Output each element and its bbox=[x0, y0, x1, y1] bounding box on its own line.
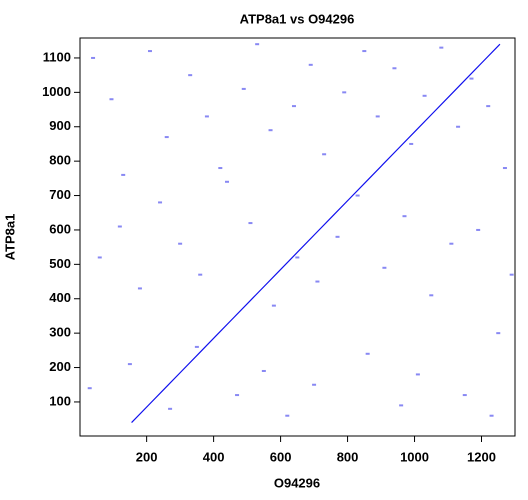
chart-title: ATP8a1 vs O94296 bbox=[240, 11, 355, 26]
dot bbox=[489, 414, 494, 417]
dot bbox=[168, 407, 173, 410]
dot bbox=[402, 215, 407, 218]
dot bbox=[462, 394, 467, 397]
dot bbox=[117, 225, 122, 228]
dot bbox=[312, 383, 317, 386]
dot bbox=[382, 266, 387, 269]
dot bbox=[439, 46, 444, 49]
dot bbox=[295, 256, 300, 259]
y-tick-label: 700 bbox=[49, 187, 71, 202]
dot bbox=[422, 94, 427, 97]
dot bbox=[198, 273, 203, 276]
y-tick-label: 1000 bbox=[42, 84, 71, 99]
dot bbox=[409, 142, 414, 145]
dot bbox=[469, 77, 474, 80]
dot bbox=[225, 180, 230, 183]
dot bbox=[204, 115, 209, 118]
dot bbox=[158, 201, 163, 204]
y-tick-label: 600 bbox=[49, 221, 71, 236]
dot bbox=[109, 98, 114, 101]
dot bbox=[137, 287, 142, 290]
y-tick-label: 100 bbox=[49, 393, 71, 408]
dot bbox=[322, 153, 327, 156]
dot bbox=[194, 345, 199, 348]
x-tick-label: 200 bbox=[136, 449, 158, 464]
dot bbox=[248, 222, 253, 225]
dot bbox=[97, 256, 102, 259]
dot bbox=[429, 294, 434, 297]
diagonal-line bbox=[131, 43, 501, 424]
dot bbox=[355, 194, 360, 197]
dot bbox=[147, 50, 152, 53]
y-tick-label: 1100 bbox=[43, 49, 71, 64]
dot bbox=[91, 56, 96, 59]
dot bbox=[496, 332, 501, 335]
y-tick-label: 400 bbox=[49, 290, 71, 305]
dot bbox=[241, 87, 246, 90]
y-tick-label: 300 bbox=[49, 325, 71, 340]
dot bbox=[268, 129, 273, 132]
dot bbox=[375, 115, 380, 118]
dot bbox=[315, 280, 320, 283]
y-axis-label: ATP8a1 bbox=[2, 214, 17, 261]
dot bbox=[365, 352, 370, 355]
dot bbox=[308, 63, 313, 66]
dot bbox=[87, 387, 92, 390]
dot bbox=[178, 242, 183, 245]
dot bbox=[335, 235, 340, 238]
dot bbox=[502, 167, 507, 170]
dot bbox=[486, 105, 491, 108]
x-tick-label: 1000 bbox=[400, 449, 429, 464]
dot bbox=[188, 74, 193, 77]
dot bbox=[456, 125, 461, 128]
dot bbox=[127, 363, 132, 366]
dot bbox=[218, 167, 223, 170]
dot bbox=[271, 304, 276, 307]
dot bbox=[342, 91, 347, 94]
plot-frame bbox=[79, 37, 516, 437]
x-axis-label: O94296 bbox=[274, 475, 320, 490]
dot bbox=[235, 394, 240, 397]
y-tick-label: 800 bbox=[49, 153, 71, 168]
y-tick-label: 500 bbox=[49, 256, 71, 271]
dot bbox=[261, 369, 266, 372]
x-tick-label: 600 bbox=[270, 449, 292, 464]
dot bbox=[362, 50, 367, 53]
dot bbox=[476, 228, 481, 231]
dot bbox=[509, 273, 514, 276]
dot bbox=[164, 136, 169, 139]
dot bbox=[399, 404, 404, 407]
dot bbox=[255, 43, 260, 46]
dot bbox=[121, 173, 126, 176]
dot bbox=[415, 373, 420, 376]
dot bbox=[285, 414, 290, 417]
x-tick-label: 400 bbox=[203, 449, 225, 464]
dot bbox=[449, 242, 454, 245]
x-tick-label: 800 bbox=[337, 449, 359, 464]
y-tick-label: 900 bbox=[49, 118, 71, 133]
dot bbox=[291, 105, 296, 108]
x-tick-label: 1200 bbox=[467, 449, 496, 464]
y-tick-label: 200 bbox=[49, 359, 71, 374]
dot bbox=[392, 67, 397, 70]
